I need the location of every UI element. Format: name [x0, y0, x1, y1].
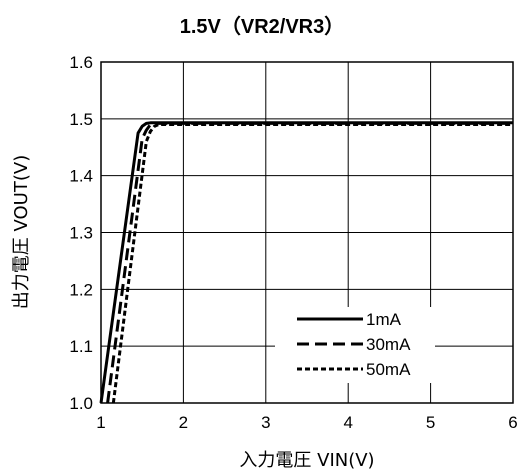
legend-label: 1mA — [366, 310, 402, 329]
y-tick-label: 1.1 — [69, 337, 93, 356]
y-axis-label: 出力電圧 VOUT(V) — [11, 155, 32, 309]
y-tick-labels: 1.0 1.1 1.2 1.3 1.4 1.5 1.6 — [69, 53, 93, 413]
x-tick-label: 3 — [261, 413, 270, 432]
x-tick-label: 2 — [179, 413, 188, 432]
legend-label: 30mA — [366, 335, 411, 354]
x-tick-label: 4 — [343, 413, 352, 432]
x-tick-label: 6 — [508, 413, 517, 432]
y-tick-label: 1.0 — [69, 394, 93, 413]
x-tick-label: 5 — [426, 413, 435, 432]
plot-frame — [100, 61, 514, 404]
x-axis-label: 入力電圧 VIN(V) — [239, 450, 374, 471]
chart-title: 1.5V（VR2/VR3） — [180, 15, 345, 38]
series-line-50ma — [111, 123, 513, 404]
y-tick-label: 1.3 — [69, 224, 93, 243]
legend: 1mA 30mA 50mA — [275, 307, 435, 383]
x-tick-label: 1 — [96, 413, 105, 432]
series-group — [99, 121, 513, 404]
x-tick-labels: 1 2 3 4 5 6 — [96, 413, 517, 432]
y-tick-label: 1.4 — [69, 167, 93, 186]
y-tick-label: 1.5 — [69, 110, 93, 129]
legend-label: 50mA — [366, 360, 411, 379]
y-tick-label: 1.2 — [69, 280, 93, 299]
y-tick-label: 1.6 — [69, 53, 93, 72]
